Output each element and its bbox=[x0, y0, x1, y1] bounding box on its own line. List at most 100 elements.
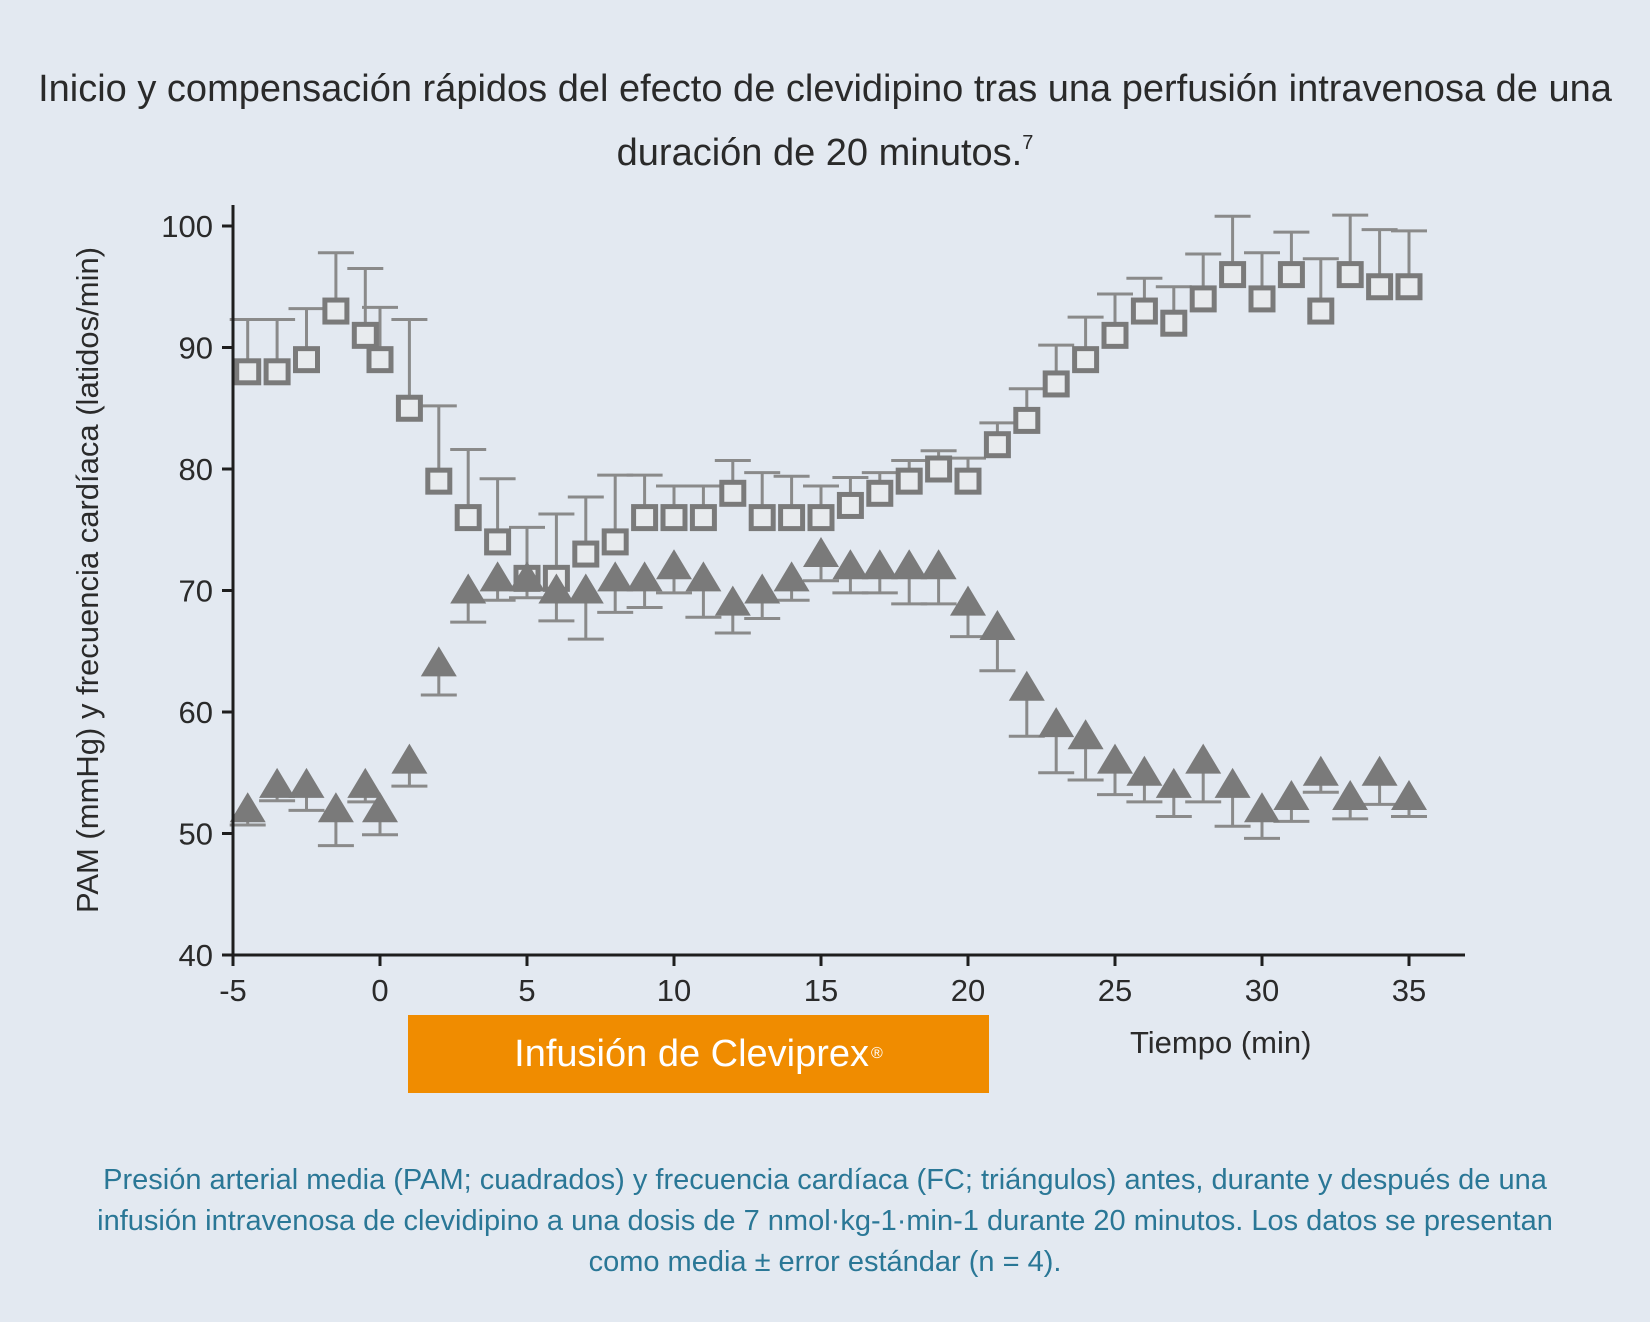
pam-square-marker bbox=[1189, 285, 1217, 313]
pam-square-marker bbox=[1072, 346, 1100, 374]
y-tick-label: 90 bbox=[179, 331, 213, 366]
x-tick-label: -5 bbox=[219, 973, 247, 1008]
pam-square-marker bbox=[1336, 261, 1364, 289]
pam-square-marker bbox=[1101, 321, 1129, 349]
fc-triangle-marker bbox=[685, 561, 722, 592]
pam-square-marker bbox=[572, 540, 600, 568]
pam-square-marker bbox=[1277, 261, 1305, 289]
fc-triangle-marker bbox=[803, 537, 839, 568]
markers-layer bbox=[229, 261, 1427, 823]
y-tick-label: 70 bbox=[179, 574, 213, 609]
pam-square-marker bbox=[719, 479, 747, 507]
pam-square-marker bbox=[1042, 370, 1070, 398]
x-tick-label: 20 bbox=[951, 973, 985, 1008]
fc-triangle-marker bbox=[450, 573, 487, 604]
pam-square-marker bbox=[263, 358, 291, 386]
pam-square-marker bbox=[351, 321, 379, 349]
fc-triangle-marker bbox=[362, 792, 398, 823]
chart-title: Inicio y compensación rápidos del efecto… bbox=[0, 62, 1650, 180]
pam-square-marker bbox=[1248, 285, 1276, 313]
x-axis-label: Tiempo (min) bbox=[1130, 1025, 1312, 1060]
pam-square-marker bbox=[293, 346, 320, 374]
ticks-layer: 40 50 60 70 80 90 100 -5 0 5 10 15 20 25 30 35 bbox=[161, 209, 1426, 1008]
fc-triangle-marker bbox=[567, 573, 604, 604]
fc-triangle-marker bbox=[1391, 780, 1427, 811]
fc-triangle-marker bbox=[288, 767, 325, 798]
fc-triangle-marker bbox=[744, 573, 781, 604]
infusion-label: Infusión de Cleviprex bbox=[514, 1032, 870, 1075]
fc-triangle-marker bbox=[1332, 780, 1369, 811]
fc-triangle-marker bbox=[861, 549, 898, 580]
pam-square-marker bbox=[689, 504, 717, 532]
x-tick-label: 10 bbox=[657, 973, 691, 1008]
pam-square-marker bbox=[836, 491, 864, 519]
fc-triangle-marker bbox=[538, 573, 575, 604]
pam-square-marker bbox=[778, 504, 806, 532]
x-tick-label: 0 bbox=[371, 973, 388, 1008]
fc-triangle-marker bbox=[626, 561, 663, 592]
fc-triangle-marker bbox=[773, 561, 810, 592]
pam-square-marker bbox=[484, 528, 512, 556]
fc-triangle-marker bbox=[1244, 792, 1280, 823]
fc-triangle-marker bbox=[714, 585, 751, 616]
y-tick-label: 40 bbox=[179, 938, 213, 973]
fc-triangle-marker bbox=[317, 792, 354, 823]
fc-triangle-marker bbox=[509, 561, 545, 592]
figure-caption: Presión arterial media (PAM; cuadrados) … bbox=[97, 1164, 1553, 1278]
pam-square-marker bbox=[322, 297, 350, 325]
infusion-period-bar: Infusión de Cleviprex ® bbox=[408, 1015, 989, 1093]
chart-title-text: Inicio y compensación rápidos del efecto… bbox=[38, 68, 1612, 174]
fc-triangle-marker bbox=[656, 549, 692, 580]
pam-square-marker bbox=[983, 431, 1011, 459]
fc-triangle-marker bbox=[391, 743, 428, 774]
fc-triangle-marker bbox=[1185, 743, 1222, 774]
fc-triangle-marker bbox=[832, 549, 869, 580]
fc-triangle-marker bbox=[1302, 755, 1339, 786]
pam-square-marker bbox=[366, 346, 394, 374]
fc-triangle-marker bbox=[420, 646, 457, 677]
fc-triangle-marker bbox=[1155, 767, 1192, 798]
fc-triangle-marker bbox=[1008, 670, 1045, 701]
pam-square-marker bbox=[1013, 406, 1041, 434]
fc-triangle-marker bbox=[597, 561, 634, 592]
pam-square-marker bbox=[234, 358, 262, 386]
fc-triangle-marker bbox=[1038, 707, 1075, 738]
pam-square-marker bbox=[954, 467, 982, 495]
fc-triangle-marker bbox=[1097, 743, 1133, 774]
fc-triangle-marker bbox=[479, 561, 516, 592]
pam-square-marker bbox=[1130, 297, 1158, 325]
y-tick-label: 80 bbox=[179, 452, 213, 487]
fc-triangle-marker bbox=[891, 549, 928, 580]
fc-triangle-marker bbox=[920, 549, 957, 580]
pam-square-marker bbox=[1307, 297, 1335, 325]
y-tick-label: 100 bbox=[161, 209, 213, 244]
y-axis-label: PAM (mmHg) y frecuencia cardíaca (latido… bbox=[70, 246, 105, 914]
pam-square-marker bbox=[866, 479, 894, 507]
x-tick-label: 35 bbox=[1392, 973, 1426, 1008]
fc-triangle-marker bbox=[229, 792, 266, 823]
x-tick-label: 30 bbox=[1245, 973, 1279, 1008]
axes-layer bbox=[231, 205, 1465, 957]
pam-square-marker bbox=[454, 504, 482, 532]
pam-square-marker bbox=[660, 504, 688, 532]
fc-triangle-marker bbox=[979, 609, 1016, 640]
fc-triangle-marker bbox=[1273, 780, 1310, 811]
fc-triangle-marker bbox=[347, 767, 384, 798]
pam-square-marker bbox=[1366, 273, 1394, 301]
pam-square-marker bbox=[601, 528, 629, 556]
fc-triangle-marker bbox=[1214, 767, 1251, 798]
pam-square-marker bbox=[631, 504, 659, 532]
pam-square-marker bbox=[1219, 261, 1247, 289]
registered-mark: ® bbox=[871, 1045, 883, 1062]
chart-title-reference: 7 bbox=[1022, 132, 1034, 154]
x-tick-label: 25 bbox=[1098, 973, 1132, 1008]
pam-square-marker bbox=[925, 455, 953, 483]
y-tick-label: 60 bbox=[179, 695, 213, 730]
x-tick-label: 5 bbox=[518, 973, 535, 1008]
fc-triangle-marker bbox=[1126, 755, 1163, 786]
fc-triangle-marker bbox=[1067, 719, 1104, 750]
fc-triangle-marker bbox=[1361, 755, 1398, 786]
pam-square-marker bbox=[425, 467, 453, 495]
fc-triangle-marker bbox=[950, 585, 986, 616]
